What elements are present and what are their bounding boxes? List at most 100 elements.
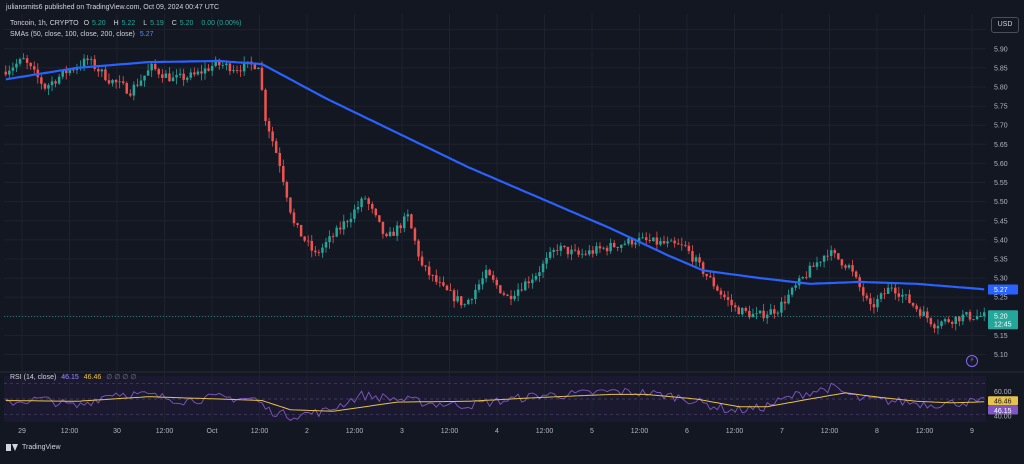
candle-body	[331, 236, 335, 237]
candle-body	[413, 228, 417, 241]
time-tick-label: 5	[590, 428, 594, 435]
currency-button[interactable]: USD	[991, 17, 1019, 33]
candle-body	[812, 265, 815, 267]
lightning-icon[interactable]: ⚡	[966, 355, 978, 367]
candle-body	[659, 241, 662, 245]
price-tick-label: 5.10	[994, 352, 1008, 359]
candle-body	[894, 287, 897, 294]
candle-body	[744, 307, 748, 311]
candle-body	[72, 69, 75, 71]
rsi-ma-value: 46.46	[83, 374, 102, 381]
candle-body	[552, 249, 555, 252]
candle-body	[652, 237, 655, 242]
candle-body	[121, 81, 125, 84]
candle-body	[381, 221, 385, 234]
rsi-na-values: ∅ ∅ ∅ ∅	[106, 374, 137, 381]
candle-body	[762, 310, 765, 319]
candle-body	[474, 289, 477, 300]
candle-body	[367, 198, 370, 204]
candle-body	[296, 223, 299, 225]
candle-body	[709, 276, 712, 278]
candle-body	[933, 324, 936, 329]
sma-value: 5.27	[139, 31, 154, 38]
candle-body	[559, 245, 563, 251]
candle-body	[580, 253, 584, 255]
candle-body	[32, 66, 36, 70]
candle-body	[630, 238, 634, 245]
time-tick-label: 8	[875, 428, 879, 435]
candle-body	[89, 59, 93, 61]
candle-body	[289, 197, 292, 213]
candle-body	[271, 131, 274, 142]
candle-body	[965, 312, 968, 315]
candle-body	[737, 307, 740, 315]
candle-body	[612, 242, 616, 248]
candle-body	[395, 225, 399, 236]
candle-body	[136, 84, 139, 86]
time-tick-label: 12:00	[156, 428, 174, 435]
sma-line	[5, 59, 985, 291]
candle-body	[54, 81, 57, 84]
candle-body	[769, 309, 772, 315]
high-value: 5.22	[121, 20, 136, 27]
candle-body	[620, 244, 623, 248]
candle-body	[666, 241, 669, 244]
candle-body	[644, 237, 648, 241]
candle-body	[424, 265, 427, 267]
candle-body	[278, 152, 281, 167]
change-value: 0.00 (0.00%)	[201, 20, 242, 27]
sma-price-tag-text: 5.27	[994, 287, 1008, 294]
time-tick-label: 12:00	[251, 428, 269, 435]
candle-body	[239, 70, 242, 72]
rsi-value-tag	[988, 405, 1018, 415]
time-tick-label: 12:00	[821, 428, 839, 435]
candle-body	[253, 64, 257, 70]
candle-body	[904, 294, 908, 296]
candle-body	[282, 166, 285, 183]
candle-body	[897, 293, 901, 297]
candle-body	[726, 297, 730, 300]
candle-body	[588, 250, 591, 255]
candle-body	[150, 64, 153, 71]
sma-legend[interactable]: SMAs (50, close, 100, close, 200, close)…	[10, 31, 156, 38]
candle-body	[8, 70, 11, 75]
candle-body	[947, 319, 950, 322]
candle-body	[335, 227, 338, 237]
candle-body	[225, 63, 228, 66]
candle-body	[189, 72, 193, 78]
candle-body	[452, 290, 456, 302]
candle-body	[627, 238, 630, 244]
candle-body	[210, 65, 214, 71]
candle-body	[378, 215, 381, 222]
candle-body	[815, 262, 819, 267]
candle-body	[755, 313, 758, 315]
candle-body	[449, 290, 452, 291]
candle-body	[751, 313, 755, 318]
candle-body	[723, 294, 726, 298]
candle-body	[886, 287, 890, 294]
candle-body	[609, 242, 612, 252]
candle-body	[523, 281, 527, 291]
rsi-legend[interactable]: RSI (14, close) 46.15 46.46 ∅ ∅ ∅ ∅	[10, 373, 139, 381]
candle-body	[388, 231, 392, 237]
candle-body	[847, 265, 851, 268]
price-tick-label: 5.80	[994, 84, 1008, 91]
candle-body	[175, 75, 178, 78]
candle-body	[844, 265, 847, 268]
candle-body	[349, 218, 353, 223]
price-tick-label: 5.45	[994, 218, 1008, 225]
candle-body	[506, 294, 509, 296]
candle-body	[534, 276, 538, 280]
candle-body	[25, 58, 29, 63]
candle-body	[317, 252, 321, 254]
candle-body	[274, 141, 278, 153]
candle-body	[556, 249, 559, 251]
candle-body	[908, 294, 911, 303]
time-tick-label: 4	[495, 428, 499, 435]
candle-body	[427, 266, 431, 276]
candle-body	[161, 74, 164, 78]
candle-body	[491, 275, 495, 280]
time-tick-label: 12:00	[916, 428, 934, 435]
